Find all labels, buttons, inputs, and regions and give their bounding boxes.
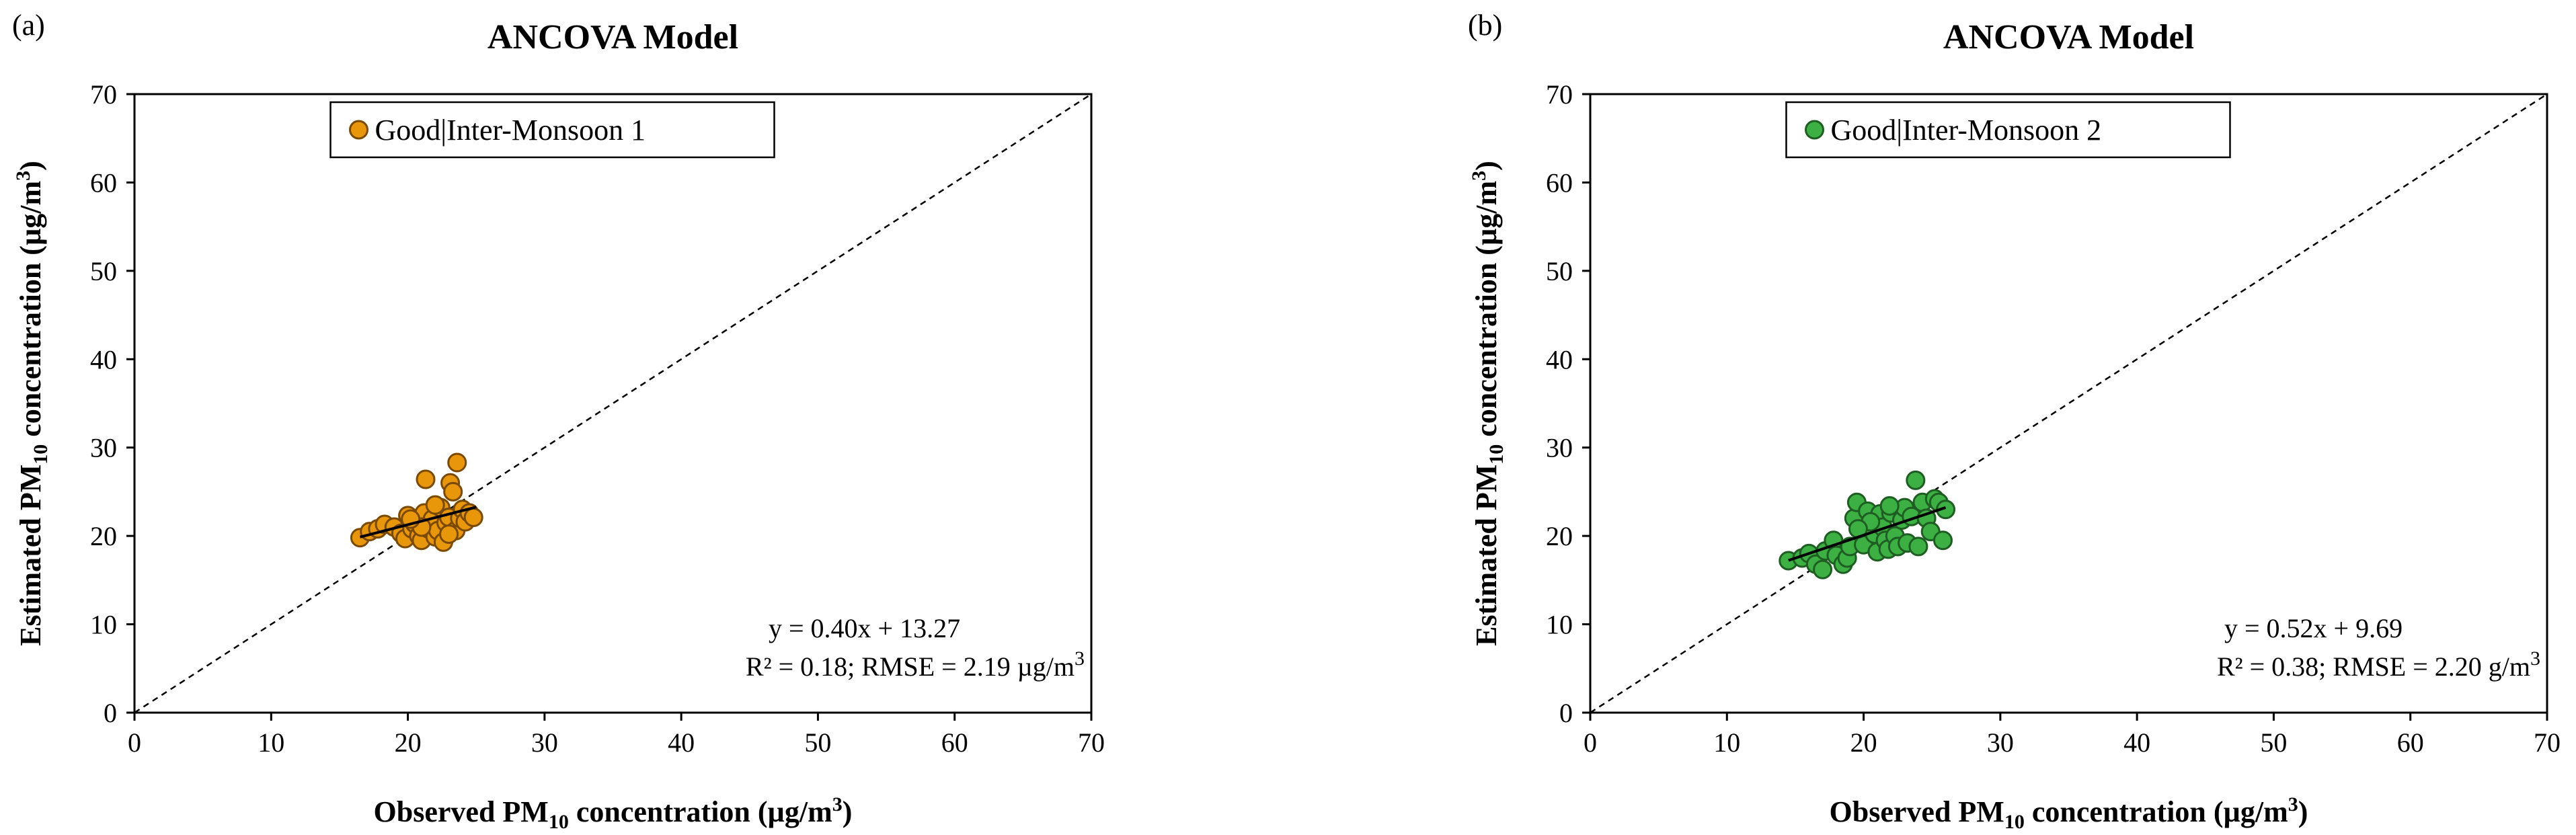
y-tick-label: 60 xyxy=(90,167,117,198)
y-tick-label: 20 xyxy=(1546,521,1573,551)
x-tick-label: 40 xyxy=(668,727,695,758)
y-tick-label: 10 xyxy=(90,610,117,640)
y-axis-title: Estimated PM10 concentration (µg/m3) xyxy=(1468,161,1508,646)
y-tick-label: 70 xyxy=(90,79,117,110)
y-tick-label: 30 xyxy=(90,433,117,463)
chart-panel-a: (a) ANCOVA Model 0 10 20 30 40 50 60 70 0 10 20 30 40 5… xyxy=(12,9,1105,833)
x-tick-label: 20 xyxy=(395,727,422,758)
data-point xyxy=(1879,495,1900,516)
data-point xyxy=(1906,470,1926,490)
x-tick-label: 50 xyxy=(2260,727,2287,758)
x-tick-label: 60 xyxy=(2397,727,2424,758)
panel-label: (a) xyxy=(12,9,45,42)
x-axis-title: Observed PM10 concentration (µg/m3) xyxy=(374,793,853,833)
y-tick-label: 0 xyxy=(1559,698,1573,728)
fit-statistics: R² = 0.38; RMSE = 2.20 g/m3 xyxy=(2217,647,2540,682)
chart-title: ANCOVA Model xyxy=(487,18,738,56)
panel-label: (b) xyxy=(1468,9,1502,42)
plot-frame xyxy=(1589,93,2548,714)
y-tick-label: 30 xyxy=(1546,433,1573,463)
y-tick-label: 60 xyxy=(1546,167,1573,198)
x-tick-label: 0 xyxy=(128,727,141,758)
legend-box xyxy=(329,101,775,159)
chart-title: ANCOVA Model xyxy=(1943,18,2194,56)
x-tick-label: 50 xyxy=(804,727,831,758)
x-tick-label: 40 xyxy=(2123,727,2150,758)
data-point xyxy=(1813,559,1833,580)
x-tick-label: 70 xyxy=(1078,727,1105,758)
identity-line xyxy=(1590,93,2548,714)
data-point xyxy=(443,481,463,502)
identity-line xyxy=(134,93,1092,714)
regression-equation: y = 0.40x + 13.27 xyxy=(769,613,960,643)
legend-marker xyxy=(349,120,368,140)
legend: Good|Inter-Monsoon 2 xyxy=(1785,101,2231,159)
y-tick-label: 40 xyxy=(1546,344,1573,374)
legend: Good|Inter-Monsoon 1 xyxy=(329,101,775,159)
x-tick-label: 0 xyxy=(1584,727,1597,758)
y-tick-label: 10 xyxy=(1546,610,1573,640)
y-tick-label: 40 xyxy=(90,344,117,374)
data-point xyxy=(463,508,483,528)
data-point xyxy=(1908,536,1928,557)
x-tick-label: 70 xyxy=(2534,727,2561,758)
data-point xyxy=(416,469,436,489)
x-tick-label: 30 xyxy=(531,727,558,758)
data-point xyxy=(439,524,459,545)
y-tick-label: 70 xyxy=(1546,79,1573,110)
x-tick-label: 10 xyxy=(1713,727,1740,758)
y-tick-label: 0 xyxy=(104,698,117,728)
x-tick-label: 20 xyxy=(1850,727,1877,758)
x-axis-title: Observed PM10 concentration (µg/m3) xyxy=(1830,793,2308,833)
y-tick-label: 20 xyxy=(90,521,117,551)
data-point xyxy=(447,452,467,473)
x-tick-label: 10 xyxy=(258,727,284,758)
y-tick-label: 50 xyxy=(90,256,117,286)
regression-equation: y = 0.52x + 9.69 xyxy=(2224,613,2403,643)
legend-box xyxy=(1785,101,2231,159)
legend-label: Good|Inter-Monsoon 1 xyxy=(375,114,646,147)
chart-panel-b: (b) ANCOVA Model 0 10 20 30 40 50 60 70 0 10 20 30 40 5… xyxy=(1468,9,2561,833)
y-axis-title: Estimated PM10 concentration (µg/m3) xyxy=(12,161,52,646)
plot-frame xyxy=(133,93,1093,714)
legend-marker xyxy=(1805,120,1824,140)
y-tick-label: 50 xyxy=(1546,256,1573,286)
fit-statistics: R² = 0.18; RMSE = 2.19 µg/m3 xyxy=(746,647,1085,682)
data-point xyxy=(1933,530,1953,551)
legend-label: Good|Inter-Monsoon 2 xyxy=(1831,114,2102,147)
data-point xyxy=(425,495,445,515)
x-tick-label: 60 xyxy=(941,727,968,758)
regression-line xyxy=(359,506,477,539)
regression-line xyxy=(1788,506,1947,562)
x-tick-label: 30 xyxy=(1987,727,2014,758)
